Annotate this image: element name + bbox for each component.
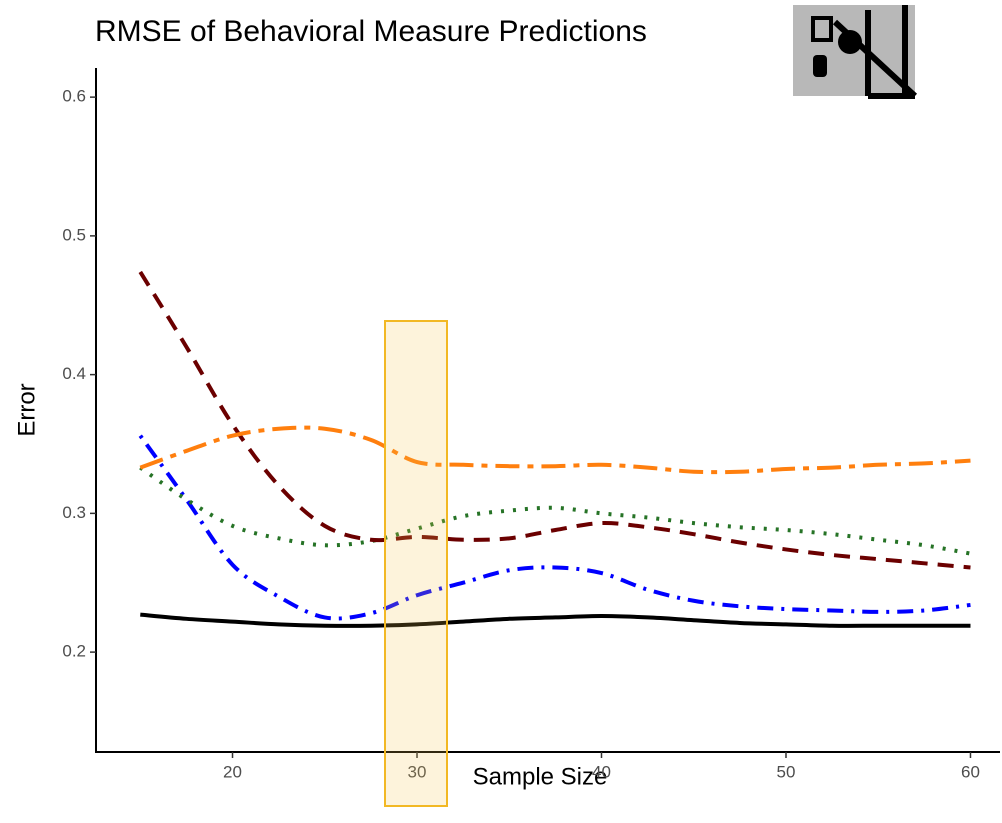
highlight-box	[384, 320, 448, 807]
plot-area: 0.2 0.3 0.4 0.5 0.6 20 30 40 50 60	[62, 68, 1000, 781]
y-tick-label: 0.3	[62, 503, 86, 522]
y-tick-label: 0.6	[62, 87, 86, 106]
icon-shape	[832, 5, 918, 99]
icon-shape	[811, 16, 833, 42]
x-tick-label: 30	[408, 762, 427, 781]
series-line	[139, 465, 971, 556]
icon-shape	[838, 30, 862, 54]
y-axis-label: Error	[13, 383, 40, 436]
series-line	[140, 612, 971, 628]
chart-title: RMSE of Behavioral Measure Predictions	[95, 15, 647, 48]
x-tick-label: 20	[223, 762, 242, 781]
series-line	[138, 270, 971, 570]
series-line	[139, 425, 971, 475]
series-line	[138, 434, 971, 621]
icon-shape	[813, 55, 827, 77]
x-axis-label: Sample Size	[473, 763, 608, 790]
x-tick-label: 60	[961, 762, 980, 781]
y-tick-label: 0.5	[62, 225, 86, 244]
y-tick-label: 0.2	[62, 642, 86, 661]
corner-icon	[793, 5, 918, 99]
x-tick-label: 50	[777, 762, 796, 781]
x-tick-label: 40	[592, 762, 611, 781]
y-tick-label: 0.4	[62, 364, 86, 383]
